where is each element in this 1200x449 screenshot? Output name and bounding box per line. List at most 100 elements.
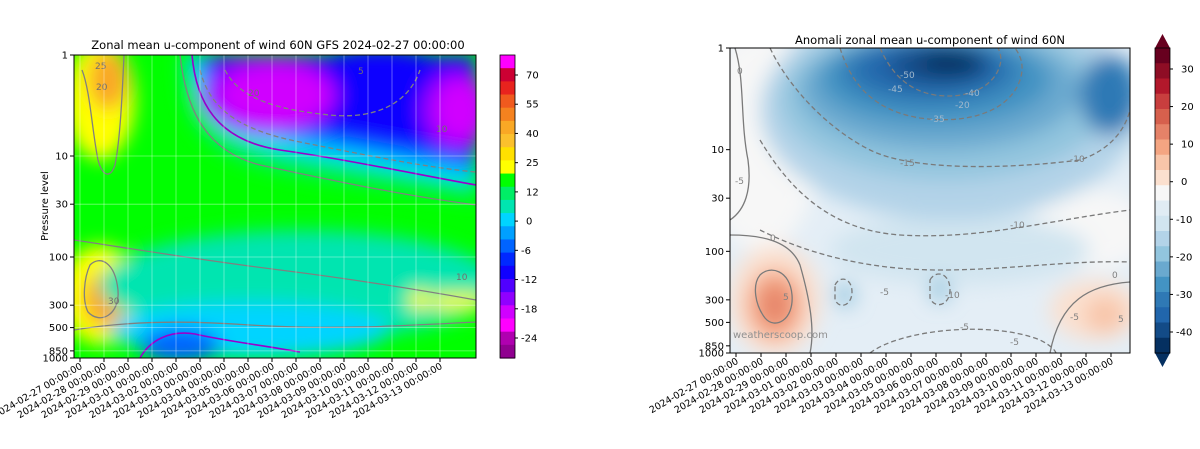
svg-text:20: 20 bbox=[248, 89, 260, 99]
colorbar-tick-label: -40 bbox=[1176, 328, 1192, 339]
y-tick-label: 100 bbox=[705, 247, 724, 258]
colorbar-segment bbox=[500, 239, 515, 254]
right-filled-contours bbox=[730, 48, 1130, 353]
y-tick-label: 850 bbox=[49, 346, 68, 357]
right-contour-label: 0 bbox=[737, 67, 743, 77]
colorbar-segment bbox=[1155, 48, 1170, 64]
colorbar-segment bbox=[1155, 170, 1170, 186]
colorbar-segment bbox=[1155, 307, 1170, 324]
colorbar-tick-label: 0 bbox=[526, 217, 532, 228]
colorbar-segment bbox=[500, 305, 515, 320]
colorbar-extend-min bbox=[1155, 353, 1170, 367]
colorbar-segment bbox=[1155, 231, 1170, 247]
left-upper-magenta bbox=[220, 65, 330, 125]
svg-text:-5: -5 bbox=[880, 288, 889, 298]
svg-text:-50: -50 bbox=[900, 71, 915, 81]
colorbar-segment bbox=[500, 134, 515, 148]
colorbar-tick-label: -30 bbox=[1176, 290, 1192, 301]
left-zero-contour bbox=[139, 55, 476, 358]
svg-text:-5: -5 bbox=[1070, 313, 1079, 323]
right-contour-lines bbox=[730, 48, 1130, 353]
colorbar-segment bbox=[1155, 246, 1170, 263]
colorbar-segment bbox=[500, 226, 515, 241]
colorbar-segment bbox=[1155, 215, 1170, 232]
y-tick-label: 300 bbox=[49, 301, 68, 312]
colorbar-segment bbox=[1155, 185, 1170, 202]
right-chart-title: Anomali zonal mean u-component of wind 6… bbox=[795, 33, 1065, 47]
svg-text:-10: -10 bbox=[945, 291, 960, 301]
colorbar-tick-label: 12 bbox=[526, 187, 539, 198]
colorbar-segment bbox=[1155, 276, 1170, 293]
colorbar-segment bbox=[500, 81, 515, 96]
left-chart-title: Zonal mean u-component of wind 60N GFS 2… bbox=[91, 38, 464, 52]
colorbar-segment bbox=[1155, 261, 1170, 278]
y-tick-label: 1 bbox=[718, 44, 724, 55]
colorbar-tick-label: 55 bbox=[526, 100, 539, 111]
colorbar-tick-label: 40 bbox=[526, 129, 539, 140]
right-plot-frame bbox=[729, 47, 1131, 354]
svg-text:-45: -45 bbox=[888, 85, 903, 95]
svg-text:10: 10 bbox=[456, 273, 468, 283]
right-upper-min bbox=[920, 50, 980, 74]
y-tick-label: 1 bbox=[62, 51, 68, 62]
y-tick-label: 300 bbox=[705, 295, 724, 306]
colorbar-frame bbox=[1154, 47, 1171, 354]
colorbar-tick-label: 25 bbox=[526, 158, 539, 169]
colorbar-tick-label: -10 bbox=[1176, 215, 1192, 226]
colorbar-extend-max bbox=[1155, 34, 1170, 48]
colorbar-segment bbox=[1155, 63, 1170, 80]
svg-text:5: 5 bbox=[783, 293, 789, 303]
colorbar-tick-label: 30 bbox=[1181, 65, 1194, 76]
right-watermark: weatherscoop.com bbox=[733, 330, 828, 341]
svg-text:5: 5 bbox=[358, 67, 364, 77]
colorbar-segment bbox=[500, 318, 515, 333]
colorbar-segment bbox=[1155, 93, 1170, 110]
colorbar-segment bbox=[1155, 292, 1170, 308]
svg-text:5: 5 bbox=[1118, 315, 1124, 325]
left-lower-right-pocket-2 bbox=[435, 292, 459, 312]
colorbar-segment bbox=[1155, 154, 1170, 171]
y-tick-label: 850 bbox=[705, 341, 724, 352]
colorbar-segment bbox=[500, 173, 515, 188]
svg-text:-5: -5 bbox=[1010, 338, 1019, 348]
y-tick-label: 30 bbox=[55, 200, 68, 211]
svg-text:0: 0 bbox=[1112, 271, 1118, 281]
svg-text:-10: -10 bbox=[1010, 221, 1025, 231]
colorbar-tick-label: 70 bbox=[526, 71, 539, 82]
colorbar-segment bbox=[500, 331, 515, 346]
svg-text:-20: -20 bbox=[955, 101, 970, 111]
colorbar-tick-label: 10 bbox=[1181, 140, 1194, 151]
colorbar-segment bbox=[500, 107, 515, 122]
colorbar-segment bbox=[500, 55, 515, 69]
y-tick-label: 1000 bbox=[699, 349, 724, 360]
colorbar-tick-label: -20 bbox=[1176, 252, 1192, 263]
left-filled-contours bbox=[74, 55, 476, 358]
colorbar-tick-label: -6 bbox=[521, 246, 531, 257]
colorbar-segment bbox=[1155, 337, 1170, 354]
colorbar-tick-label: -24 bbox=[521, 334, 537, 345]
colorbar-segment bbox=[1155, 200, 1170, 217]
colorbar-segment bbox=[500, 147, 515, 161]
y-tick-label: 500 bbox=[49, 323, 68, 334]
colorbar-segment bbox=[1155, 139, 1170, 156]
left-contour-lines bbox=[74, 55, 476, 331]
colorbar-tick-label: 20 bbox=[1181, 102, 1194, 113]
colorbar-segment bbox=[500, 94, 515, 109]
colorbar-segment bbox=[500, 186, 515, 201]
y-tick-label: 30 bbox=[711, 194, 724, 205]
svg-text:-35: -35 bbox=[930, 115, 945, 125]
left-chart: Zonal mean u-component of wind 60N GFS 2… bbox=[0, 38, 539, 421]
colorbar-segment bbox=[500, 120, 515, 135]
svg-text:-40: -40 bbox=[965, 89, 980, 99]
left-lower-right-pocket-3 bbox=[458, 292, 476, 312]
colorbar-segment bbox=[500, 344, 515, 359]
y-tick-label: 100 bbox=[49, 253, 68, 264]
y-tick-label: 1000 bbox=[43, 354, 68, 365]
svg-text:-10: -10 bbox=[1070, 155, 1085, 165]
colorbar-segment bbox=[1155, 124, 1170, 141]
